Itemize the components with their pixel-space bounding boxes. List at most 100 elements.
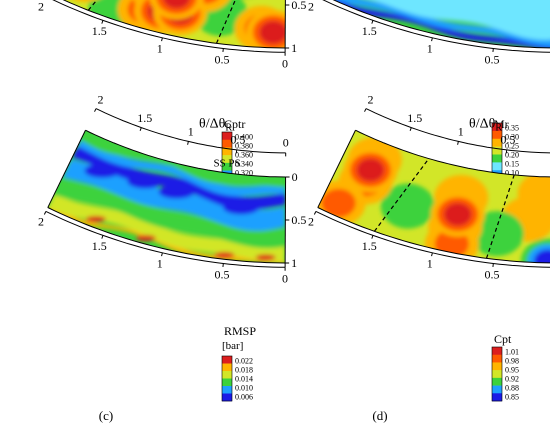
inner-axis-arc <box>365 108 550 154</box>
colorbar-title: RMSP <box>224 324 256 338</box>
sector-outline <box>317 207 550 264</box>
colorbar-frame <box>491 346 503 402</box>
colorbar-label: 0.022 <box>235 357 253 366</box>
contour-band <box>54 178 286 249</box>
colorbar-swatch <box>222 162 232 171</box>
contour-blob <box>259 20 286 44</box>
tick-mark <box>371 20 374 24</box>
colorbar-label: 0.340 <box>235 160 253 169</box>
colorbar-swatch <box>492 385 502 394</box>
colorbar-swatch <box>492 347 502 356</box>
colorbar-label: 0.360 <box>235 151 253 160</box>
colorbar-swatch <box>492 162 502 171</box>
tick-mark <box>187 141 189 145</box>
colorbar-swatch <box>492 354 502 363</box>
contour-blob <box>380 183 435 229</box>
outer-tick-label: 1 <box>427 257 433 271</box>
contour-band <box>214 251 235 258</box>
inner-tick-label: 1.5 <box>407 111 422 125</box>
outer-tick-label: 1 <box>157 257 163 271</box>
x-axis-label: θ/ΔθR <box>199 116 232 133</box>
tick-mark <box>43 211 47 215</box>
contour-band <box>255 254 276 261</box>
outer-tick-label: 1 <box>157 42 163 56</box>
colorbar-label: 0.400 <box>235 133 253 142</box>
ss-ps-annotation: SS PS <box>213 158 240 170</box>
colorbar-label: 0.018 <box>235 366 253 375</box>
colorbar-label: 0.014 <box>235 375 253 384</box>
colorbar-label: 0.35 <box>505 124 519 133</box>
colorbar-swatch <box>222 139 232 148</box>
colorbar-label: 0.85 <box>505 393 519 402</box>
contour-blob <box>156 0 197 14</box>
colorbar-swatch <box>222 371 232 379</box>
colorbar-label: 1.01 <box>505 348 519 357</box>
contour-band <box>72 146 286 211</box>
blade-dashed-line <box>485 174 515 259</box>
contour-band <box>84 163 121 178</box>
radial-tick-label: 1 <box>291 256 297 270</box>
tick-mark <box>139 127 142 132</box>
colorbar-label: 0.006 <box>235 393 253 402</box>
tick-mark <box>371 235 374 239</box>
radial-tick-label: 0 <box>292 170 298 184</box>
colorbar-label: 0.95 <box>505 366 519 375</box>
panel-label: (d) <box>372 408 387 423</box>
sector-outline <box>47 207 286 264</box>
colorbar-label: 0.380 <box>235 142 253 151</box>
inner-tick-label: 2 <box>98 92 104 106</box>
colorbar-swatch <box>492 393 502 402</box>
sector-outline <box>332 0 550 49</box>
contour-blob <box>517 171 550 217</box>
x-axis-label: θ/ΔθR <box>469 116 502 133</box>
contour-field <box>47 0 286 48</box>
contour-blob <box>356 158 385 182</box>
colorbar-unit: [bar] <box>222 340 243 352</box>
colorbar-label: 0.320 <box>235 169 253 178</box>
outer-axis-arc <box>322 0 550 53</box>
contour-band <box>135 235 156 242</box>
contour-field <box>47 130 286 263</box>
colorbar-label: 0.20 <box>505 151 519 160</box>
sector-outline <box>62 0 286 49</box>
colorbar-swatch <box>492 377 502 386</box>
tick-mark <box>431 252 433 257</box>
tick-mark <box>161 37 163 42</box>
outer-tick-label: 0 <box>282 56 288 70</box>
outer-tick-label: 0.5 <box>215 53 230 67</box>
sector-edge <box>47 130 86 208</box>
tick-mark <box>457 141 459 145</box>
outer-tick-label: 2 <box>308 0 314 13</box>
tick-mark <box>101 20 104 24</box>
colorbar-title: Cpt <box>494 332 512 346</box>
colorbar-label: 0.25 <box>505 142 519 151</box>
sector-outline <box>355 129 550 178</box>
contour-field <box>317 0 550 48</box>
colorbar-swatch <box>222 132 232 141</box>
colorbar-swatch <box>492 362 502 371</box>
colorbar-swatch <box>492 130 502 140</box>
contour-blob <box>469 211 524 257</box>
colorbar-swatch <box>222 378 232 387</box>
colorbar-label: 0.98 <box>505 357 519 366</box>
outer-tick-label: 2 <box>38 214 44 228</box>
contour-band <box>317 0 550 48</box>
colorbar-label: 0.15 <box>505 160 519 169</box>
outer-tick-label: 1.5 <box>362 239 377 253</box>
outer-axis-arc <box>315 210 550 268</box>
radial-tick-label: 0.5 <box>291 0 306 12</box>
contour-band <box>85 216 106 223</box>
outer-axis-arc <box>52 0 286 53</box>
contour-band <box>223 200 260 215</box>
contour-band <box>158 184 195 199</box>
outer-tick-label: 2 <box>38 0 44 13</box>
contour-band <box>127 174 164 189</box>
outer-tick-label: 0.5 <box>485 53 500 67</box>
contour-band <box>77 138 286 197</box>
outer-tick-label: 1.5 <box>92 24 107 38</box>
outer-tick-label: 2 <box>308 214 314 228</box>
inner-tick-label: 0.5 <box>500 133 515 147</box>
colorbar-label: 0.92 <box>505 375 519 384</box>
inner-tick-label: 1 <box>458 124 464 138</box>
